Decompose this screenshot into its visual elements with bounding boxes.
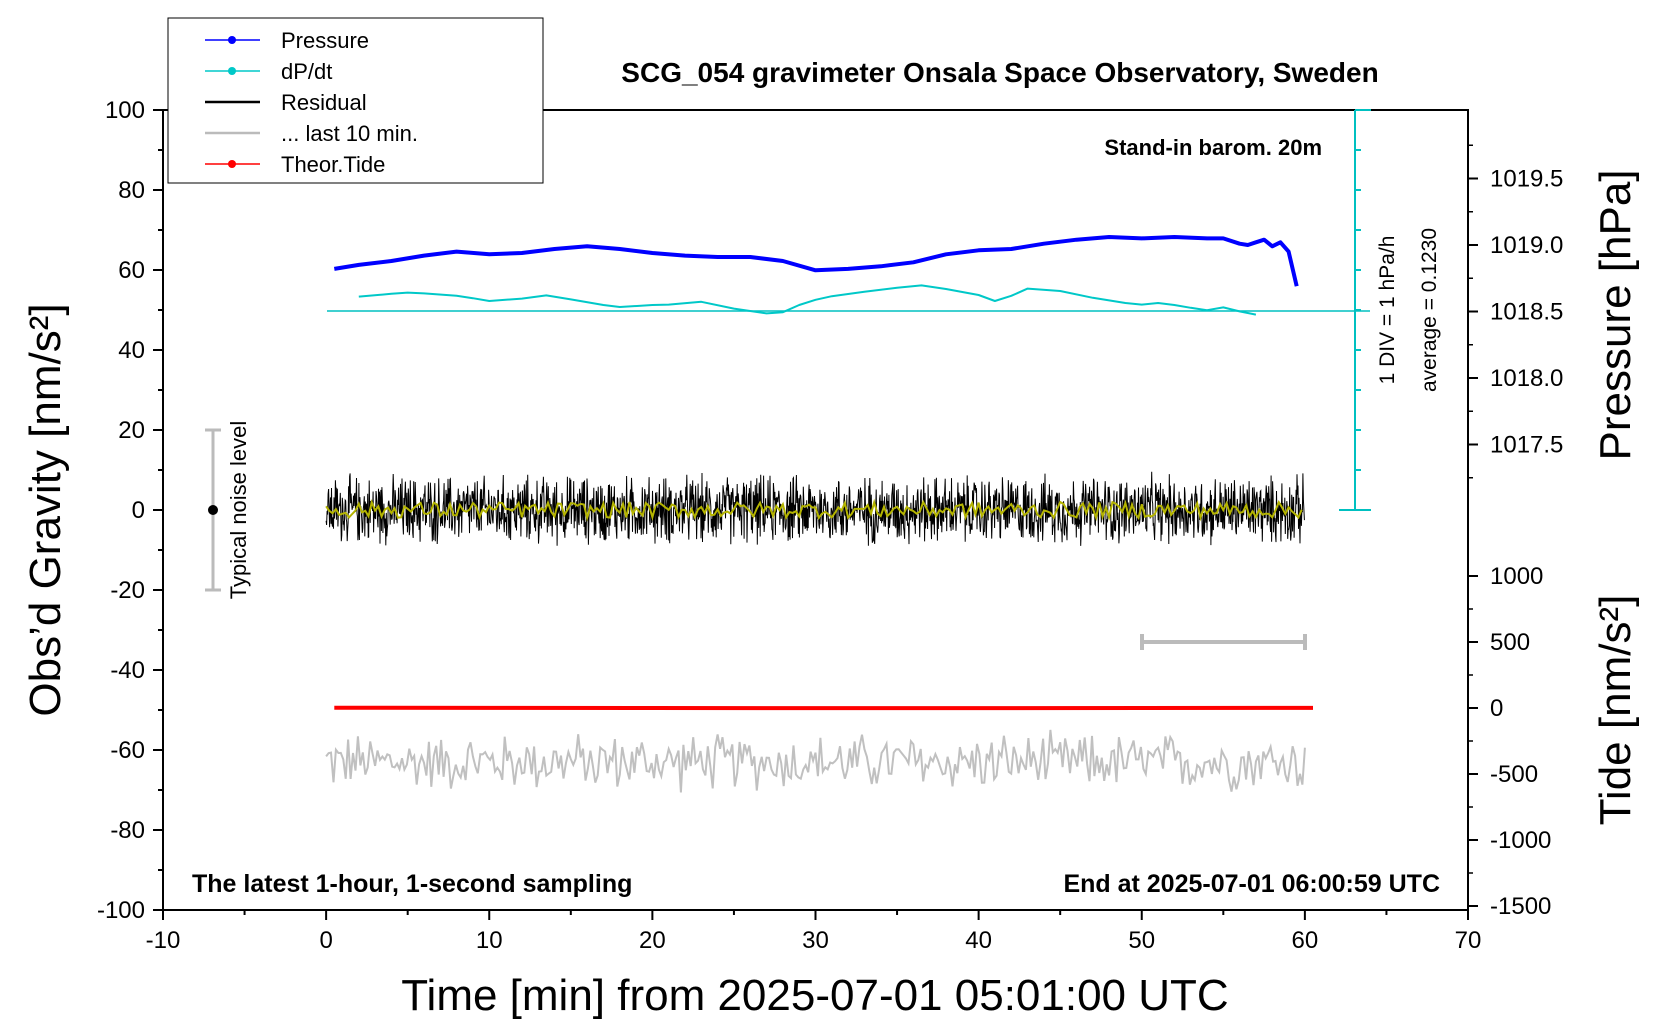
legend-marker xyxy=(228,67,236,75)
x-tick-label: 60 xyxy=(1292,927,1319,954)
barometer-note: Stand-in barom. 20m xyxy=(1104,135,1322,160)
left-y-tick-label: -100 xyxy=(97,897,145,924)
tide-tick-label: 0 xyxy=(1490,695,1503,722)
x-tick-label: 20 xyxy=(639,927,666,954)
left-y-tick-label: -20 xyxy=(110,577,145,604)
pressure-tick-label: 1018.5 xyxy=(1490,299,1563,326)
residual-smoothed-line xyxy=(325,498,1303,522)
left-y-tick-labels: -100 -80 -60 -40 -20 0 20 40 60 80 100 xyxy=(97,97,145,924)
average-note: average = 0.1230 xyxy=(1418,228,1441,392)
sampling-note: The latest 1-hour, 1-second sampling xyxy=(192,870,632,898)
chart-title: SCG_054 gravimeter Onsala Space Observat… xyxy=(621,57,1378,88)
end-time-note: End at 2025-07-01 06:00:59 UTC xyxy=(1063,870,1440,898)
x-tick-label: 0 xyxy=(319,927,332,954)
legend-label: dP/dt xyxy=(281,59,332,84)
noise-level-bar xyxy=(205,428,221,592)
legend-label: Residual xyxy=(281,90,367,115)
legend-label: ... last 10 min. xyxy=(281,121,418,146)
x-tick-label: 10 xyxy=(476,927,503,954)
pressure-axis-title: Pressure [hPa] xyxy=(1591,169,1640,460)
x-tick-label: 70 xyxy=(1455,927,1482,954)
x-tick-label: 50 xyxy=(1128,927,1155,954)
legend-marker xyxy=(228,160,236,168)
tide-tick-label: -1500 xyxy=(1490,893,1551,920)
axis-ticks xyxy=(153,109,1478,920)
left-y-axis-title: Obs’d Gravity [nm/s²] xyxy=(21,303,70,716)
tide-tick-label: 500 xyxy=(1490,629,1530,656)
left-y-tick-label: 20 xyxy=(118,417,145,444)
pressure-tick-label: 1019.0 xyxy=(1490,232,1563,259)
legend-marker xyxy=(228,36,236,44)
x-tick-label: 30 xyxy=(802,927,829,954)
tide-tick-label: -1000 xyxy=(1490,827,1551,854)
pressure-series-line xyxy=(333,235,1299,287)
pressure-tick-labels: 1017.5 1018.0 1018.5 1019.0 1019.5 xyxy=(1490,166,1563,459)
x-tick-label: 40 xyxy=(965,927,992,954)
series-layer xyxy=(325,235,1314,793)
dp-dt-series-line xyxy=(358,284,1257,316)
tide-tick-label: 1000 xyxy=(1490,563,1543,590)
pressure-tick-label: 1017.5 xyxy=(1490,432,1563,459)
left-y-tick-label: 40 xyxy=(118,337,145,364)
x-tick-label: -10 xyxy=(146,927,181,954)
last10-scale-bar xyxy=(1140,634,1307,650)
legend: Pressure dP/dt Residual ... last 10 min. The… xyxy=(167,17,544,184)
x-axis-title: Time [min] from 2025-07-01 05:01:00 UTC xyxy=(401,971,1228,1020)
last10-series-line xyxy=(325,729,1306,793)
left-y-tick-label: -40 xyxy=(110,657,145,684)
x-tick-labels: -10 0 10 20 30 40 50 60 70 xyxy=(146,927,1482,954)
left-y-tick-label: 60 xyxy=(118,257,145,284)
tide-axis-title: Tide [nm/s²] xyxy=(1591,595,1640,826)
dpdt-scale-bar xyxy=(1339,109,1371,511)
legend-label: Pressure xyxy=(281,28,369,53)
pressure-tick-label: 1018.0 xyxy=(1490,365,1563,392)
tide-tick-label: -500 xyxy=(1490,761,1538,788)
legend-label: Theor.Tide xyxy=(281,152,385,177)
left-y-tick-label: 100 xyxy=(105,97,145,124)
scale-div-note: 1 DIV = 1 hPa/h xyxy=(1376,236,1399,385)
noise-label: Typical noise level xyxy=(226,421,251,600)
left-y-tick-label: -80 xyxy=(110,817,145,844)
left-y-tick-label: 80 xyxy=(118,177,145,204)
legend-box xyxy=(167,17,544,184)
left-y-tick-label: 0 xyxy=(132,497,145,524)
tide-tick-labels: -1500 -1000 -500 0 500 1000 xyxy=(1490,563,1551,920)
left-y-tick-label: -60 xyxy=(110,737,145,764)
pressure-tick-label: 1019.5 xyxy=(1490,166,1563,193)
